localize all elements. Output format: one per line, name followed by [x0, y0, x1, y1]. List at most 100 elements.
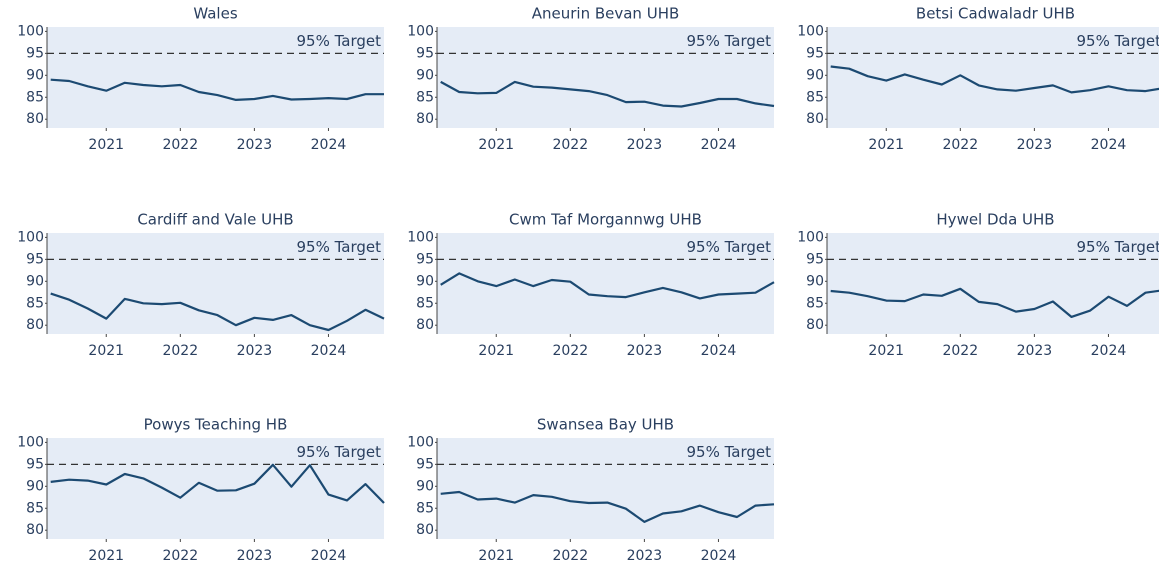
x-tick-label: 2023 — [237, 343, 273, 359]
y-tick-label: 95 — [806, 45, 824, 61]
x-tick-label: 2021 — [88, 137, 124, 153]
y-tick-label: 100 — [17, 23, 44, 39]
x-tick-label: 2021 — [868, 343, 904, 359]
y-tick-label: 90 — [806, 273, 824, 289]
y-tick-label: 85 — [416, 89, 434, 105]
target-annotation: 95% Target — [686, 443, 771, 461]
y-tick-label: 100 — [797, 229, 824, 245]
y-tick-label: 85 — [416, 500, 434, 516]
plot-background — [437, 233, 774, 334]
data-line — [50, 292, 385, 332]
x-tick-label: 2024 — [311, 343, 347, 359]
y-tick-label: 85 — [26, 89, 44, 105]
y-tick-label: 80 — [26, 111, 44, 127]
panel-title: Swansea Bay UHB — [537, 416, 674, 434]
x-tick-label: 2021 — [88, 548, 124, 564]
y-tick-label: 90 — [806, 67, 824, 83]
y-tick-label: 80 — [416, 111, 434, 127]
y-tick-label: 90 — [416, 67, 434, 83]
panel-title: Wales — [193, 5, 237, 23]
plot-background — [827, 27, 1159, 128]
plot-background — [47, 438, 384, 539]
panel: Swansea Bay UHB 80 85 90 95 100 2021 2022 2023 20… — [407, 416, 775, 564]
y-tick-label: 90 — [416, 273, 434, 289]
x-tick-label: 2024 — [311, 548, 347, 564]
y-tick-label: 85 — [806, 89, 824, 105]
panel: Betsi Cadwaladr UHB 80 85 90 95 100 2021 2022 20… — [797, 5, 1159, 153]
y-tick-label: 100 — [797, 23, 824, 39]
y-tick-label: 80 — [26, 317, 44, 333]
y-tick-label: 90 — [26, 67, 44, 83]
x-tick-label: 2024 — [701, 548, 737, 564]
data-line — [830, 65, 1159, 94]
panel: Wales 80 85 90 95 100 2021 2022 2023 2024 95% Targ… — [17, 5, 384, 153]
data-line — [50, 78, 384, 101]
target-annotation: 95% Target — [296, 32, 381, 50]
panel: Powys Teaching HB 80 85 90 95 100 2021 2022 2023… — [17, 416, 385, 564]
y-tick-label: 90 — [416, 478, 434, 494]
x-tick-label: 2022 — [552, 137, 588, 153]
y-tick-label: 100 — [407, 434, 434, 450]
x-tick-label: 2023 — [627, 343, 663, 359]
x-tick-label: 2023 — [1017, 343, 1053, 359]
data-line — [50, 463, 385, 504]
y-tick-label: 85 — [416, 295, 434, 311]
y-tick-label: 95 — [26, 251, 44, 267]
x-tick-label: 2024 — [1091, 137, 1127, 153]
plot-background — [437, 27, 774, 128]
y-tick-label: 95 — [26, 45, 44, 61]
x-tick-label: 2022 — [552, 343, 588, 359]
target-annotation: 95% Target — [1076, 32, 1159, 50]
target-annotation: 95% Target — [296, 443, 381, 461]
x-tick-label: 2022 — [942, 343, 978, 359]
y-tick-label: 80 — [416, 522, 434, 538]
x-tick-label: 2022 — [162, 137, 198, 153]
y-tick-label: 100 — [17, 229, 44, 245]
y-tick-label: 95 — [416, 456, 434, 472]
y-tick-label: 90 — [26, 273, 44, 289]
x-tick-label: 2022 — [552, 548, 588, 564]
y-tick-label: 100 — [17, 434, 44, 450]
x-tick-label: 2023 — [627, 548, 663, 564]
panel: Cwm Taf Morgannwg UHB 80 85 90 95 100 2021 2022… — [407, 211, 775, 359]
data-line — [440, 272, 775, 300]
x-tick-label: 2021 — [478, 343, 514, 359]
y-tick-label: 80 — [806, 317, 824, 333]
y-tick-label: 80 — [26, 522, 44, 538]
target-annotation: 95% Target — [686, 238, 771, 256]
x-tick-label: 2023 — [237, 137, 273, 153]
plot-background — [827, 233, 1159, 334]
target-annotation: 95% Target — [1076, 238, 1159, 256]
x-tick-label: 2021 — [478, 548, 514, 564]
target-annotation: 95% Target — [296, 238, 381, 256]
x-tick-label: 2021 — [868, 137, 904, 153]
y-tick-label: 95 — [26, 456, 44, 472]
y-tick-label: 80 — [806, 111, 824, 127]
x-tick-label: 2022 — [942, 137, 978, 153]
plot-background — [437, 438, 774, 539]
panel-title: Aneurin Bevan UHB — [532, 5, 680, 23]
y-tick-label: 95 — [416, 251, 434, 267]
x-tick-label: 2021 — [88, 343, 124, 359]
target-annotation: 95% Target — [686, 32, 771, 50]
x-tick-label: 2024 — [311, 137, 347, 153]
y-tick-label: 85 — [26, 295, 44, 311]
x-tick-label: 2023 — [1017, 137, 1053, 153]
y-tick-label: 90 — [26, 478, 44, 494]
x-tick-label: 2022 — [162, 548, 198, 564]
x-tick-label: 2024 — [701, 343, 737, 359]
y-tick-label: 85 — [26, 500, 44, 516]
x-tick-label: 2024 — [701, 137, 737, 153]
data-line — [440, 80, 775, 108]
panel: Cardiff and Vale UHB 80 85 90 95 100 2021 2022 2… — [17, 211, 385, 359]
data-line — [830, 287, 1159, 318]
y-tick-label: 95 — [806, 251, 824, 267]
panel-title: Cardiff and Vale UHB — [137, 211, 293, 229]
x-tick-label: 2024 — [1091, 343, 1127, 359]
panel-title: Powys Teaching HB — [144, 416, 288, 434]
y-tick-label: 80 — [416, 317, 434, 333]
panel-title: Cwm Taf Morgannwg UHB — [509, 211, 702, 229]
data-line — [440, 490, 775, 523]
y-tick-label: 95 — [416, 45, 434, 61]
